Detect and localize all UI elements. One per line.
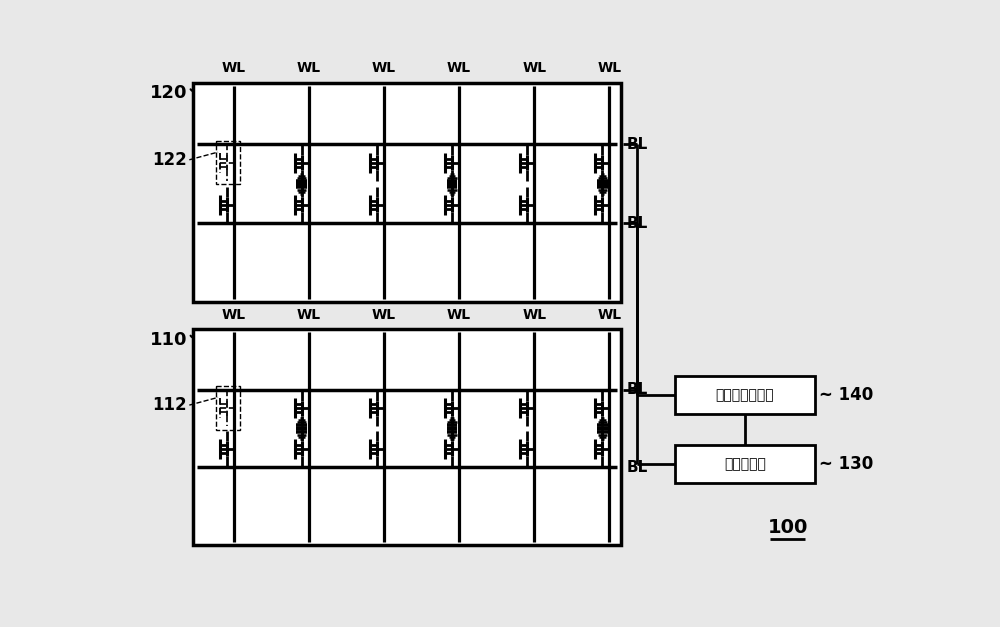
- Text: BL: BL: [626, 460, 648, 475]
- Text: 112: 112: [152, 396, 187, 414]
- Bar: [675, 376, 815, 414]
- Text: WL: WL: [522, 61, 546, 75]
- Text: WL: WL: [447, 61, 471, 75]
- Bar: [675, 445, 815, 483]
- Text: WL: WL: [597, 308, 621, 322]
- Text: WL: WL: [372, 308, 396, 322]
- Text: 122: 122: [152, 150, 187, 169]
- Bar: [216, 386, 240, 429]
- Text: WL: WL: [522, 308, 546, 322]
- Text: BL: BL: [626, 382, 648, 398]
- Text: 120: 120: [150, 85, 187, 102]
- Text: BL: BL: [626, 137, 648, 152]
- Text: WL: WL: [372, 61, 396, 75]
- Text: WL: WL: [221, 308, 246, 322]
- Text: 100: 100: [767, 519, 808, 537]
- Text: 选择器电路: 选择器电路: [724, 457, 766, 471]
- Text: 110: 110: [150, 331, 187, 349]
- Bar: [193, 329, 621, 545]
- Bar: [193, 83, 621, 302]
- Text: WL: WL: [447, 308, 471, 322]
- Text: WL: WL: [297, 308, 321, 322]
- Text: WL: WL: [221, 61, 246, 75]
- Text: 感测放大器电路: 感测放大器电路: [716, 387, 774, 402]
- Text: WL: WL: [597, 61, 621, 75]
- Text: ~ 140: ~ 140: [819, 386, 874, 404]
- Text: ~ 130: ~ 130: [819, 455, 874, 473]
- Bar: [216, 140, 240, 184]
- Text: BL: BL: [626, 216, 648, 231]
- Text: WL: WL: [297, 61, 321, 75]
